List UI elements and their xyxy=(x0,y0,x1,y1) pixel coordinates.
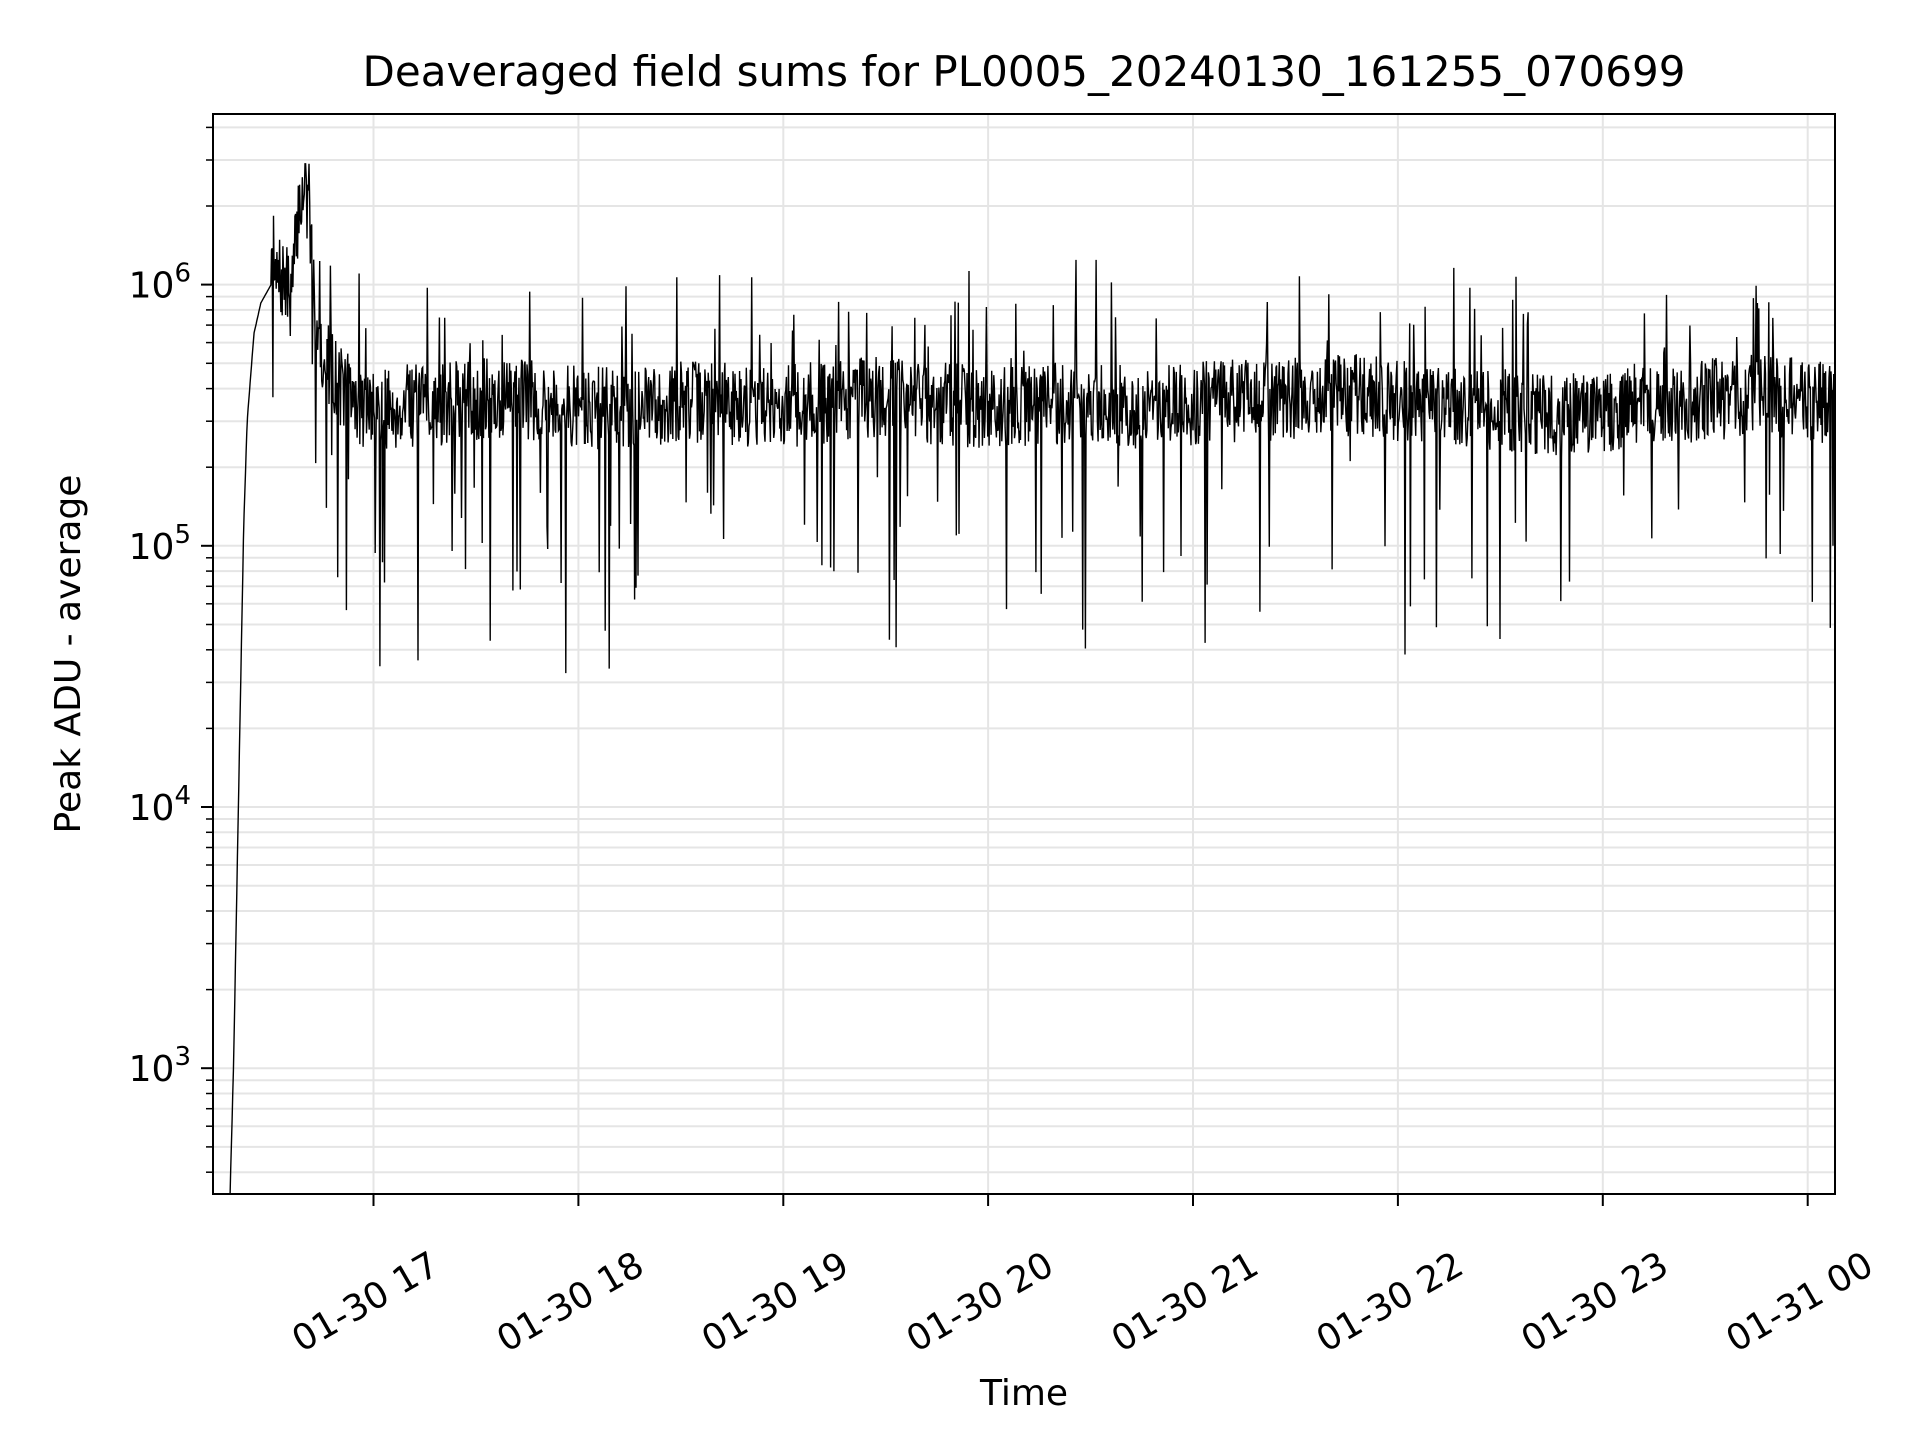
y-tick-label: 106 xyxy=(129,259,191,307)
x-axis-label: Time xyxy=(979,1373,1068,1414)
y-tick-label: 105 xyxy=(129,520,191,568)
chart-title: Deaveraged field sums for PL0005_2024013… xyxy=(363,47,1686,96)
y-tick-label: 104 xyxy=(129,781,191,829)
data-layer xyxy=(229,163,1836,1195)
y-tick-label: 103 xyxy=(129,1042,191,1090)
y-axis-label: Peak ADU - average xyxy=(48,475,89,834)
plot-frame xyxy=(212,113,1836,1195)
series-line xyxy=(229,163,1836,1195)
